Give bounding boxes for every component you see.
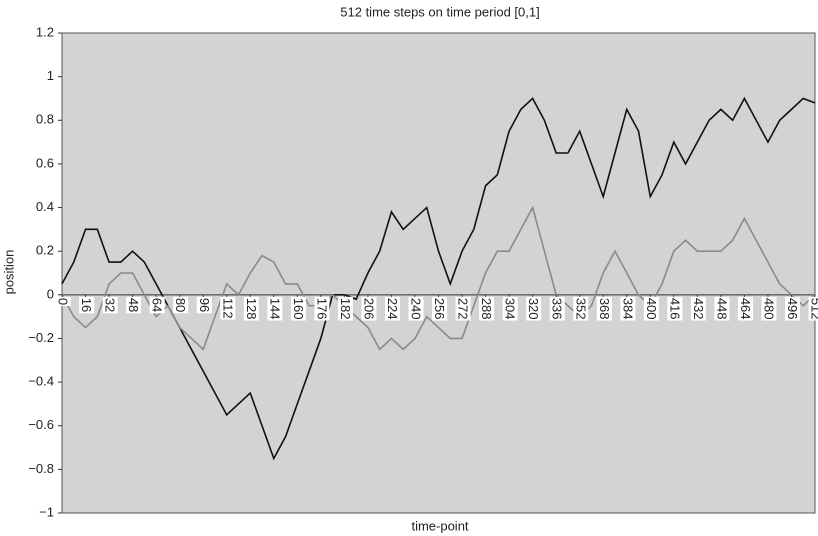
y-tick-label: 0.4 <box>36 199 54 214</box>
x-tick-label: 112 <box>220 298 235 319</box>
y-axis-label: position <box>1 250 16 295</box>
x-tick-label: 224 <box>385 298 400 320</box>
x-tick-label-bg <box>267 296 283 321</box>
x-tick-label: 368 <box>597 298 612 320</box>
x-tick-label: 320 <box>526 298 541 320</box>
plot-area <box>61 32 816 514</box>
x-tick-label: 384 <box>620 298 635 320</box>
x-tick-label-bg <box>737 296 753 321</box>
y-tick-label: 0.2 <box>36 243 54 258</box>
x-tick-label: 256 <box>432 298 447 320</box>
x-tick-label: 206 <box>361 298 376 320</box>
y-tick-label: 1 <box>47 68 54 83</box>
x-tick-label: 336 <box>550 298 565 320</box>
x-tick-label: 288 <box>479 298 494 320</box>
x-tick-label-bg <box>620 296 636 321</box>
x-tick-label: 176 <box>314 298 329 320</box>
x-tick-label-bg <box>149 296 165 314</box>
x-tick-label-bg <box>290 296 306 321</box>
x-tick-label: 400 <box>644 298 659 320</box>
x-tick-label-bg <box>596 296 612 321</box>
x-tick-label: 496 <box>785 298 800 320</box>
x-tick-label-bg <box>455 296 471 321</box>
line-series <box>61 96 816 461</box>
x-axis-label: time-point <box>411 518 468 533</box>
x-tick-label-bg <box>761 296 777 321</box>
x-tick-label: 64 <box>150 298 165 312</box>
x-tick-label: 144 <box>267 298 282 320</box>
x-tick-label-bg <box>55 296 71 307</box>
x-tick-label-bg <box>102 296 118 314</box>
x-tick-label-bg <box>126 296 142 314</box>
x-tick-label-bg <box>502 296 518 321</box>
x-tick-label: 32 <box>103 298 118 312</box>
x-tick-label-bg <box>432 296 448 321</box>
y-tick-label: −0.4 <box>28 374 54 389</box>
x-tick-label-bg <box>220 296 236 320</box>
x-tick-label-bg <box>808 296 818 321</box>
x-tick-label: 512 <box>809 298 818 320</box>
y-tick-label: 0.8 <box>36 112 54 127</box>
x-tick-label-bg <box>479 296 495 321</box>
x-tick-label: 304 <box>503 298 518 320</box>
x-tick-label: 96 <box>197 298 212 312</box>
y-tick-label: 1.2 <box>36 24 54 39</box>
x-tick-label-bg <box>361 296 377 321</box>
x-tick-label: 272 <box>456 298 471 320</box>
x-tick-label-bg <box>79 296 95 314</box>
x-tick-label: 432 <box>691 298 706 320</box>
x-tick-label: 48 <box>126 298 141 312</box>
x-tick-label: 464 <box>738 298 753 320</box>
x-tick-label: 416 <box>667 298 682 320</box>
y-tick-label: −0.2 <box>28 330 54 345</box>
y-tick-label: −1 <box>39 504 54 519</box>
y-tick-label: −0.8 <box>28 461 54 476</box>
x-tick-label-bg <box>173 296 189 314</box>
x-tick-label: 160 <box>291 298 306 320</box>
x-tick-label-bg <box>526 296 542 321</box>
x-tick-label-bg <box>408 296 424 321</box>
x-tick-label-bg <box>196 296 212 314</box>
x-tick-label-bg <box>785 296 801 321</box>
x-tick-label: 80 <box>173 298 188 312</box>
x-tick-label-bg <box>314 296 330 321</box>
x-tick-label: 352 <box>573 298 588 320</box>
y-tick-label: −0.6 <box>28 417 54 432</box>
line-series <box>61 205 816 351</box>
y-tick-label: 0 <box>47 286 54 301</box>
x-tick-label: 480 <box>762 298 777 320</box>
x-tick-label: 16 <box>79 298 94 312</box>
x-tick-label-bg <box>337 296 353 321</box>
x-tick-label-bg <box>714 296 730 321</box>
x-tick-label-bg <box>385 296 400 321</box>
x-tick-label: 448 <box>714 298 729 320</box>
x-tick-label-bg <box>690 296 706 321</box>
x-tick-label: 240 <box>409 298 424 320</box>
x-tick-label-bg <box>667 296 683 321</box>
x-tick-label: 0 <box>56 298 71 305</box>
x-tick-label-bg <box>549 296 565 321</box>
chart-title: 512 time steps on time period [0,1] <box>340 4 539 19</box>
x-tick-label-bg <box>573 296 589 321</box>
x-tick-label: 182 <box>338 298 353 320</box>
x-tick-label-bg <box>643 296 659 321</box>
y-tick-label: 0.6 <box>36 155 54 170</box>
x-tick-label: 128 <box>244 298 259 320</box>
x-tick-label-bg <box>243 296 259 321</box>
